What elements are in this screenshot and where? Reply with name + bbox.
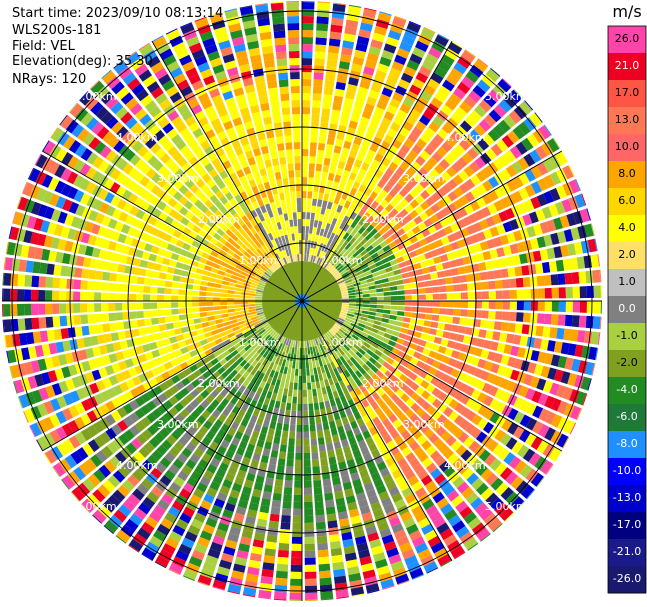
colorbar-tick-label: -8.0 [616,437,637,450]
colorbar-tick-label: 4.0 [618,221,636,234]
colorbar-tick-label: -30.0 [613,599,641,607]
colorbar-tick-label: -13.0 [613,491,641,504]
colorbar-tick-label: -26.0 [613,572,641,585]
colorbar-tick-label: -17.0 [613,518,641,531]
colorbar-tick-label: 1.0 [618,275,636,288]
colorbar-unit: m/s [612,2,641,21]
colorbar-tick-label: -10.0 [613,464,641,477]
colorbar-tick-label: 17.0 [615,86,640,99]
colorbar-tick-label: 8.0 [618,167,636,180]
colorbar-tick-label: -1.0 [616,329,637,342]
colorbar-tick-label: 0.0 [618,302,636,315]
colorbar-tick-label: -4.0 [616,383,637,396]
colorbar-tick-label: 26.0 [615,32,640,45]
colorbar-tick-label: -21.0 [613,545,641,558]
colorbar-tick-label: 13.0 [615,113,640,126]
colorbar-tick-label: 6.0 [618,194,636,207]
colorbar-tick-label: 2.0 [618,248,636,261]
colorbar-tick-label: 10.0 [615,140,640,153]
colorbar-tick-label: -6.0 [616,410,637,423]
colorbar-tick-label: 21.0 [615,59,640,72]
colorbar-tick-label: -2.0 [616,356,637,369]
colorbar: m/s 26.0 21.0 17.0 13.0 10.0 8.0 6.0 4.0 2.0 1.0 0.… [0,0,647,607]
